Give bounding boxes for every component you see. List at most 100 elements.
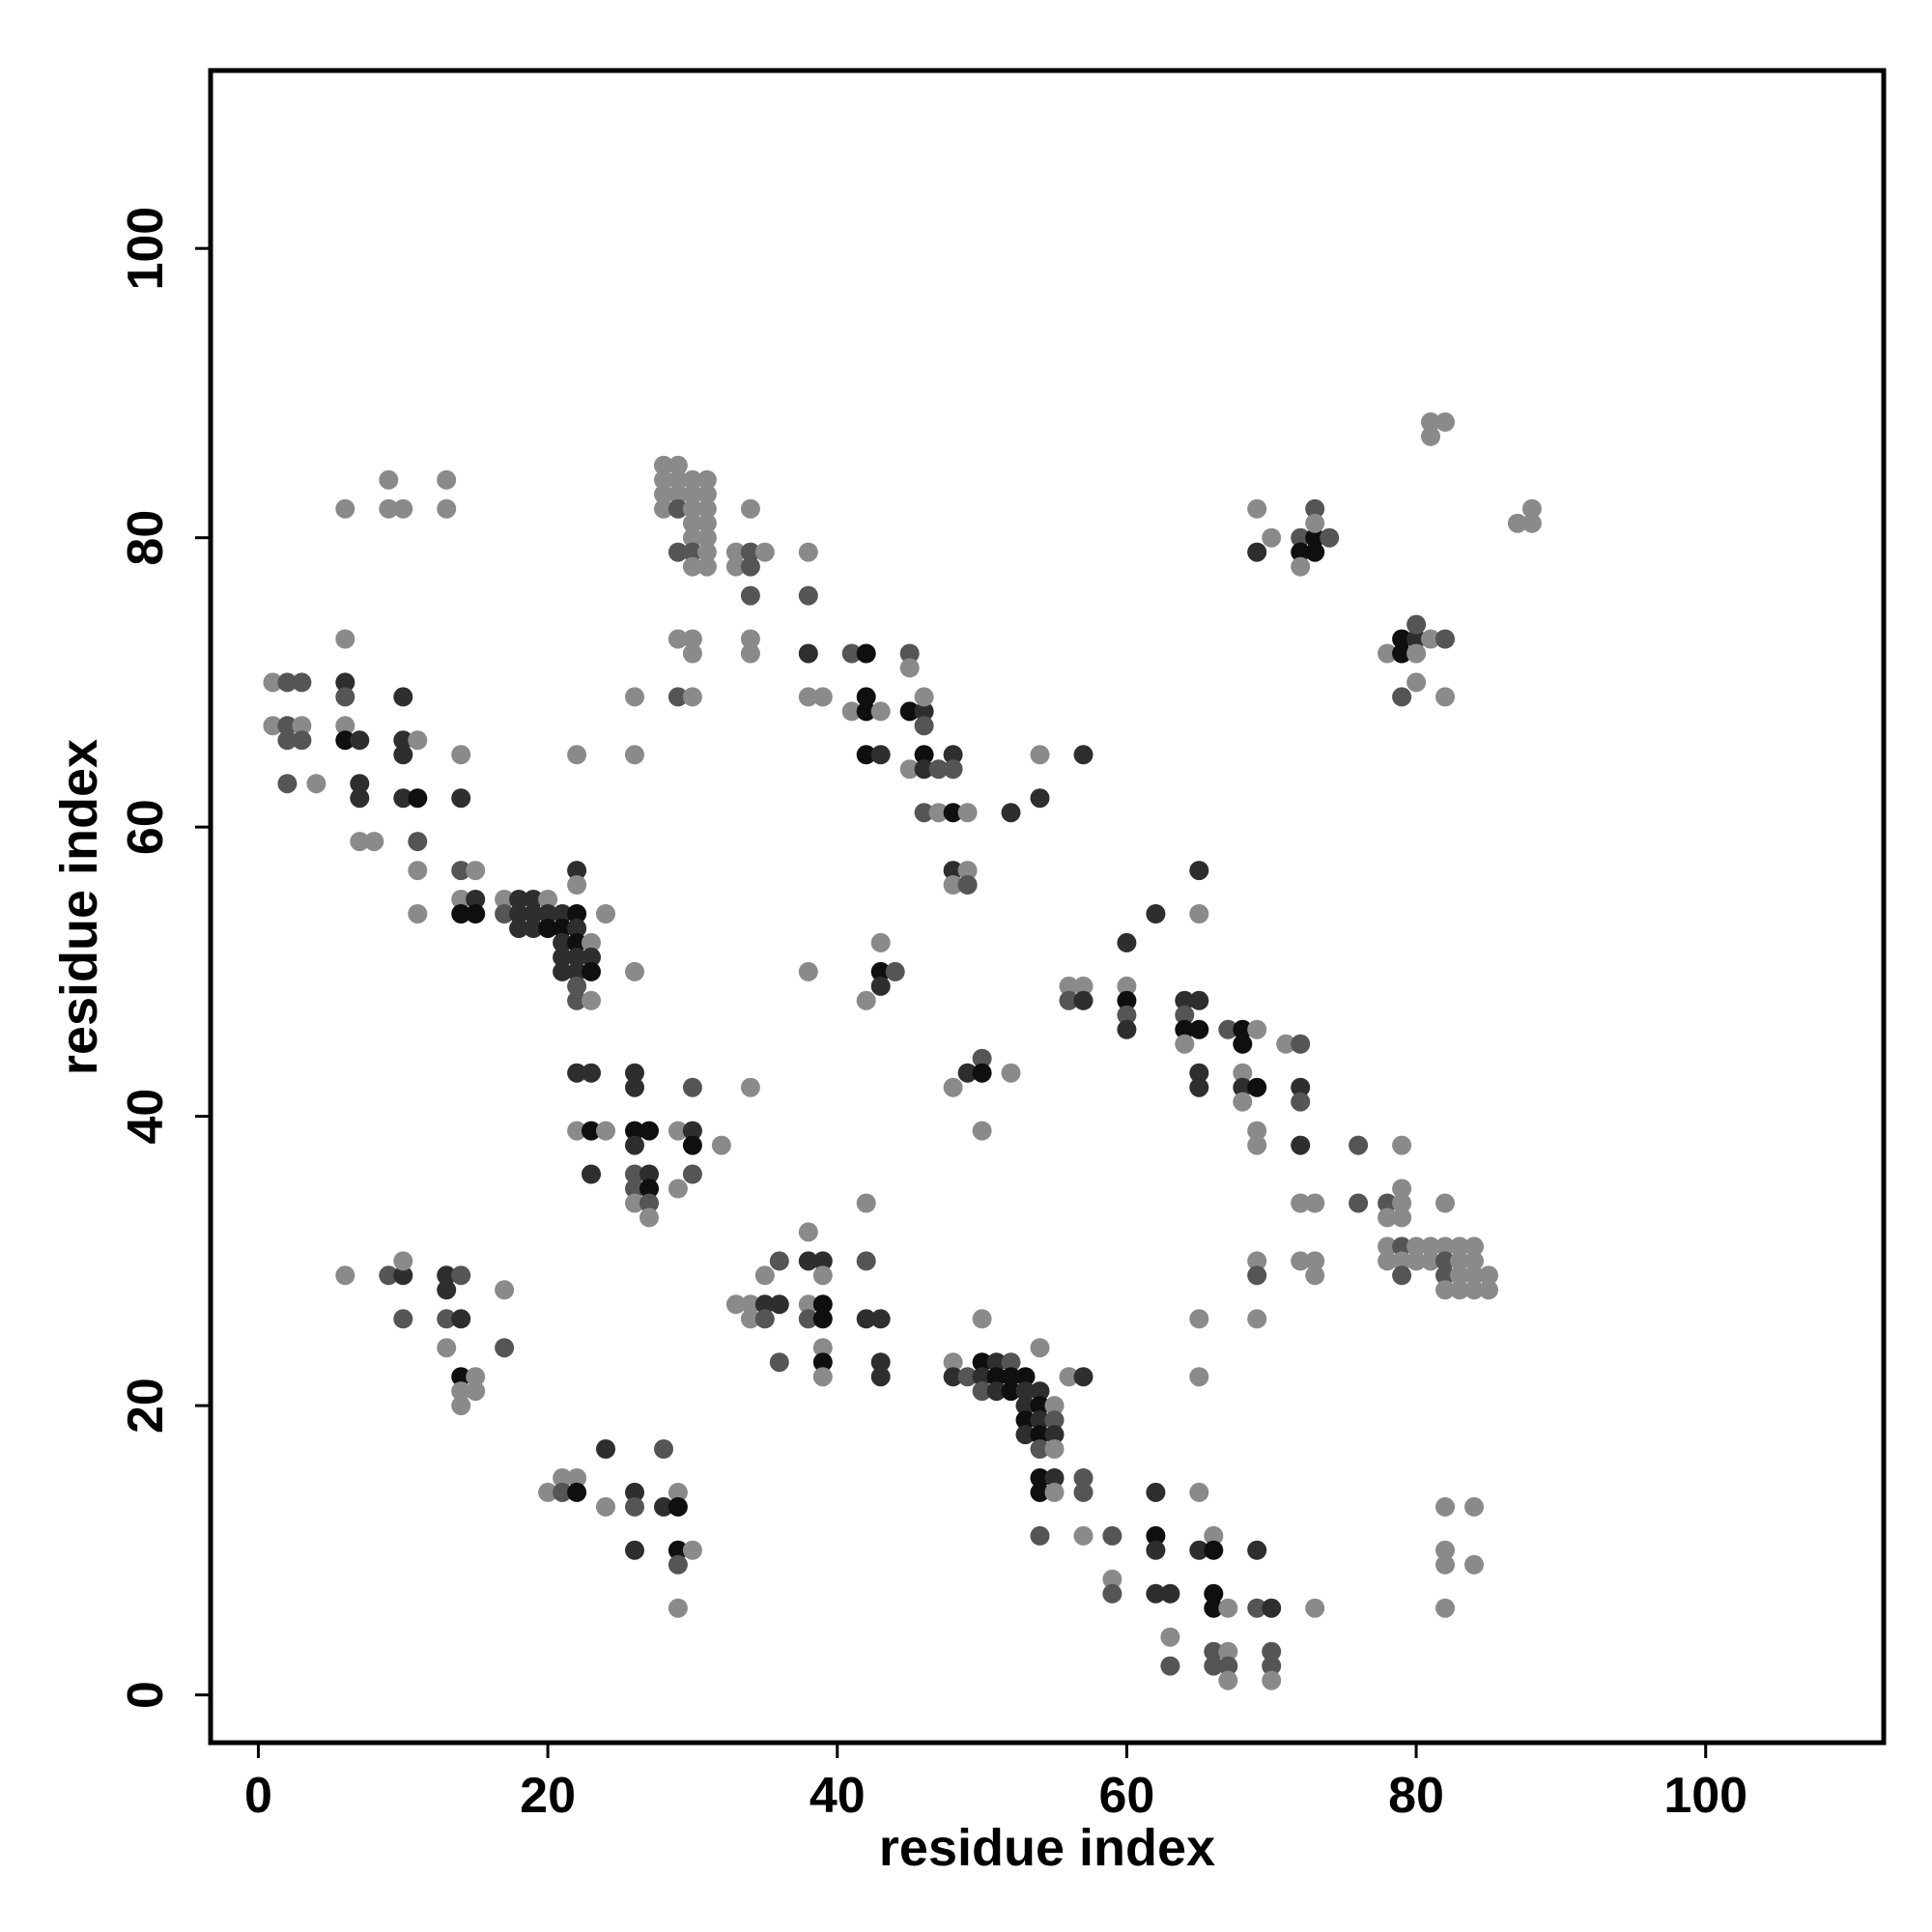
data-point (1305, 527, 1325, 548)
y-axis-label: residue index (50, 739, 108, 1075)
points-layer (263, 412, 1542, 1690)
data-point (567, 961, 587, 981)
data-point (1044, 1410, 1065, 1431)
data-point (1305, 1251, 1325, 1271)
data-point (1247, 1309, 1267, 1329)
data-point (451, 1396, 471, 1416)
data-point (668, 455, 688, 475)
data-point (277, 672, 298, 693)
data-point (1117, 1019, 1137, 1039)
data-point (1392, 1251, 1412, 1271)
data-point (1059, 1367, 1079, 1387)
data-point (1102, 1583, 1122, 1604)
data-point (914, 759, 934, 780)
data-point (682, 1540, 702, 1560)
data-point (899, 643, 920, 664)
data-point (567, 947, 587, 967)
data-point (1015, 1425, 1036, 1445)
data-point (335, 687, 355, 707)
data-point (437, 1309, 457, 1329)
data-point (1450, 1251, 1469, 1271)
data-point (567, 875, 587, 895)
data-point (943, 1352, 963, 1373)
data-point (754, 542, 775, 562)
y-axis-ticks: 0 20 40 60 80 100 (118, 207, 211, 1709)
data-point (335, 730, 355, 751)
data-point (1291, 1193, 1311, 1213)
data-point (451, 904, 471, 923)
data-point (1146, 1540, 1166, 1560)
data-point (1262, 527, 1282, 548)
data-point (1189, 990, 1209, 1010)
data-point (1262, 1641, 1282, 1662)
data-point (798, 1309, 818, 1329)
data-point (986, 1381, 1007, 1402)
data-point (437, 1265, 457, 1286)
data-point (509, 919, 529, 938)
data-point (654, 469, 673, 490)
data-point (553, 1482, 573, 1502)
data-point (1392, 629, 1412, 649)
data-point (625, 745, 644, 765)
data-point (682, 629, 702, 649)
data-point (277, 716, 298, 736)
data-point (625, 687, 644, 707)
data-point (393, 1251, 413, 1271)
data-point (639, 1193, 659, 1213)
data-point (437, 1280, 457, 1300)
data-point (538, 904, 558, 923)
data-point (668, 1121, 688, 1141)
data-point (1073, 976, 1094, 996)
data-point (1435, 1598, 1455, 1618)
data-point (1015, 1410, 1036, 1431)
data-point (567, 904, 587, 923)
data-point (914, 716, 934, 736)
data-point (870, 1352, 891, 1373)
data-point (856, 745, 876, 765)
data-point (1030, 1482, 1050, 1502)
data-point (1435, 1236, 1455, 1257)
data-point (451, 1309, 471, 1329)
data-point (1233, 1034, 1253, 1054)
data-point (696, 527, 717, 548)
data-point (696, 542, 717, 562)
data-point (1204, 1598, 1224, 1618)
data-point (1378, 1251, 1398, 1271)
data-point (812, 1309, 833, 1329)
data-point (408, 861, 428, 881)
data-point (943, 861, 963, 881)
data-point (451, 861, 471, 881)
data-point (1218, 1598, 1238, 1618)
data-point (1521, 498, 1542, 519)
data-point (1406, 1236, 1427, 1257)
data-point (1392, 1135, 1412, 1155)
data-point (1305, 513, 1325, 533)
data-point (1001, 1367, 1021, 1387)
data-point (928, 759, 949, 780)
data-point (625, 1063, 644, 1083)
data-point (856, 701, 876, 722)
data-point (1044, 1468, 1065, 1488)
data-point (1189, 1367, 1209, 1387)
data-point (682, 1135, 702, 1155)
data-point (914, 745, 934, 765)
data-point (1247, 1121, 1267, 1141)
data-point (740, 629, 760, 649)
data-point (1030, 1468, 1050, 1488)
data-point (1421, 1251, 1440, 1271)
data-point (682, 1121, 702, 1141)
data-point (639, 1121, 659, 1141)
data-point (1291, 1135, 1311, 1155)
data-point (1204, 1540, 1224, 1560)
data-point (1102, 1525, 1122, 1546)
data-point (567, 976, 587, 996)
data-point (1189, 1482, 1209, 1502)
data-point (1030, 1425, 1050, 1445)
data-point (1204, 1525, 1224, 1546)
data-point (393, 730, 413, 751)
data-point (1247, 542, 1267, 562)
data-point (596, 1121, 615, 1141)
data-point (263, 672, 283, 693)
data-point (1146, 1482, 1166, 1502)
